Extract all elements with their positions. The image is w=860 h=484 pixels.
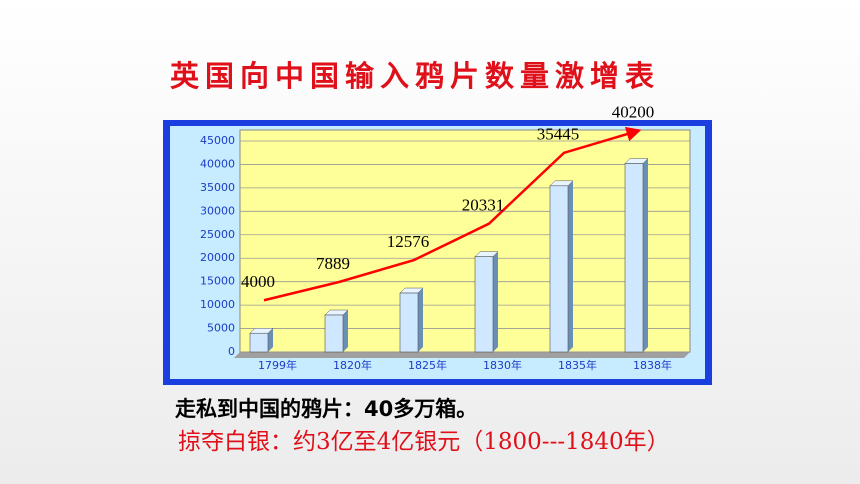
data-label: 4000 — [241, 272, 275, 291]
x-tick-label: 1838年 — [633, 358, 672, 372]
data-label: 40200 — [612, 102, 655, 121]
y-tick-label: 20000 — [200, 251, 235, 264]
y-tick-label: 25000 — [200, 228, 235, 241]
plot: 0 5000 10000 15000 20000 25000 30000 35000 40000… — [200, 102, 690, 372]
bar-side — [268, 328, 273, 352]
data-label: 35445 — [537, 125, 580, 144]
annotation: 掠夺白银：约3亿至4亿银元（1800---1840年） — [178, 429, 670, 455]
bar-side — [568, 180, 573, 352]
y-tick-label: 30000 — [200, 204, 235, 217]
y-tick-label: 15000 — [200, 275, 235, 288]
bar-side — [418, 288, 423, 352]
bar — [249, 332, 269, 353]
data-label: 20331 — [462, 196, 505, 215]
bar-side — [493, 251, 498, 352]
data-label: 12576 — [387, 232, 430, 251]
bar — [324, 314, 344, 353]
y-tick-label: 5000 — [207, 322, 235, 335]
x-tick-label: 1835年 — [558, 358, 597, 372]
bar-side — [643, 158, 648, 352]
floor — [234, 352, 690, 358]
bar — [624, 163, 644, 353]
chart-title: 英国向中国输入鸦片数量激增表 — [170, 59, 660, 93]
x-tick-label: 1799年 — [258, 358, 297, 372]
x-tick-label: 1825年 — [408, 358, 447, 372]
plot-wall — [239, 129, 691, 353]
annotation: 走私到中国的鸦片：40多万箱。 — [175, 397, 477, 421]
x-tick-label: 1820年 — [333, 358, 372, 372]
data-label: 7889 — [316, 254, 350, 273]
y-tick-label: 35000 — [200, 181, 235, 194]
trend-line — [263, 126, 642, 302]
bar-side — [343, 310, 348, 352]
x-tick-label: 1830年 — [483, 358, 522, 372]
y-tick-label: 45000 — [200, 134, 235, 147]
y-tick-label: 10000 — [200, 298, 235, 311]
bar — [549, 185, 569, 353]
y-tick-label: 40000 — [200, 157, 235, 170]
bar — [399, 292, 419, 353]
y-tick-label: 0 — [228, 345, 235, 358]
bar — [474, 256, 494, 353]
